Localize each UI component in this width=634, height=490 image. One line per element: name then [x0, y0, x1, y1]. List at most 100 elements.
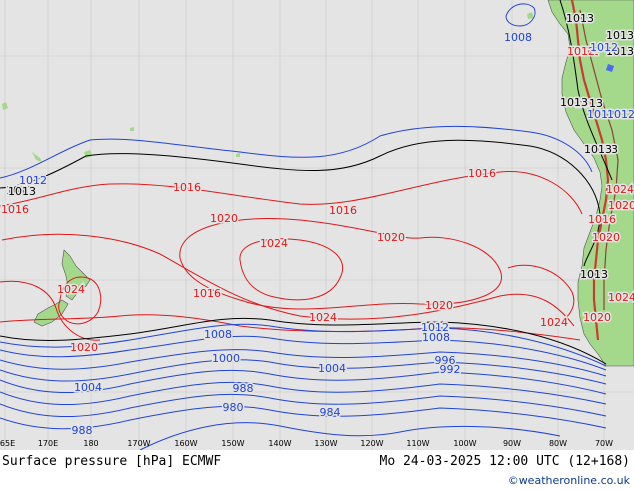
- isobar-label: 1020: [70, 341, 98, 354]
- valid-time: Mo 24-03-2025 12:00 UTC (12+168): [379, 454, 630, 469]
- credit-link[interactable]: ©weatheronline.co.uk: [507, 474, 630, 487]
- longitude-tick-label: 110W: [406, 439, 429, 448]
- isobar-label: 1020: [425, 299, 453, 312]
- isobar-label: 992: [440, 363, 461, 376]
- isobar-label: 1020: [592, 231, 620, 244]
- isobar-1024-ring: [239, 238, 343, 301]
- map-title: Surface pressure [hPa] ECMWF: [2, 454, 222, 469]
- longitude-tick-label: 70W: [595, 439, 613, 448]
- isobar-1012-south: [0, 323, 607, 367]
- small-island-b: [130, 127, 134, 131]
- isobar-label: 984: [320, 406, 341, 419]
- isobar-1020-ring: [1, 233, 575, 327]
- isobar-label: 1013: [575, 97, 603, 110]
- pressure-map: 1008 1013 1013 1012 1013 1012 1013 1012 1013 1012…: [0, 0, 634, 450]
- map-footer: Surface pressure [hPa] ECMWF Mo 24-03-20…: [0, 450, 634, 490]
- isobar-1013-north: [0, 139, 601, 267]
- isobar-1008-nw: [505, 3, 536, 27]
- isobar-1000: [0, 359, 607, 385]
- isobar-label: 1020: [377, 231, 405, 244]
- isobar-988: [0, 393, 607, 417]
- isobar-label: 988: [233, 382, 254, 395]
- isobar-label: 1013: [606, 45, 634, 58]
- south-america-landmass: [547, 0, 634, 367]
- andes-relief: [570, 0, 610, 341]
- isobar-label: 1012: [590, 41, 618, 54]
- isobar-992: [0, 381, 607, 405]
- isobar-label: 1012: [607, 108, 634, 121]
- isobar-1012-north: [0, 125, 593, 179]
- isobar-label: 988: [72, 424, 93, 437]
- longitude-tick-label: 130W: [314, 439, 337, 448]
- isobar-label: 1024: [260, 237, 288, 250]
- isobar-label: 1012: [421, 321, 449, 334]
- isobar-label: 1013: [8, 185, 36, 198]
- isobar-label: 1016: [193, 287, 221, 300]
- isobar-1016-south: [0, 314, 581, 341]
- isobar-1024-nz: [58, 276, 102, 325]
- isobar-1008: [0, 335, 607, 371]
- isobar-label: 1013: [584, 143, 612, 156]
- isobar-label: 1013: [566, 12, 594, 25]
- isobar-label: 1024: [606, 183, 634, 196]
- longitude-tick-label: 170E: [38, 439, 58, 448]
- isobar-label: 1004: [74, 381, 102, 394]
- isobar-label: 1004: [318, 362, 346, 375]
- ocean-background: [0, 0, 634, 450]
- longitude-tick-label: 90W: [503, 439, 521, 448]
- longitude-tick-label: 120W: [360, 439, 383, 448]
- isobar-label: 1020: [583, 311, 611, 324]
- longitude-labels: 165E 170E 180 170W 160W 150W 140W 130W 120W 110W 1…: [0, 439, 613, 448]
- isobar-label: 1016: [1, 203, 29, 216]
- longitude-tick-label: 140W: [268, 439, 291, 448]
- longitude-tick-label: 180: [83, 439, 98, 448]
- small-island-c: [236, 153, 240, 157]
- small-island-a: [2, 102, 8, 110]
- isobar-label: 1016: [173, 181, 201, 194]
- isobar-label: 1024: [309, 311, 337, 324]
- longitude-tick-label: 80W: [549, 439, 567, 448]
- isobar-label: 1024: [57, 283, 85, 296]
- isobar-label: 1020: [210, 212, 238, 225]
- isobar-label: 1012: [19, 174, 47, 187]
- isobar-label: 980: [223, 401, 244, 414]
- isobar-label: 1013: [560, 96, 588, 109]
- new-zealand-north-island: [61, 249, 91, 301]
- isobars: [0, 0, 613, 450]
- isobar-label: 1012: [587, 108, 615, 121]
- lake-titicaca: [606, 64, 614, 72]
- isobar-label: 1012: [567, 45, 595, 58]
- isobar-label: 1016: [329, 204, 357, 217]
- isobar-label: 1000: [212, 352, 240, 365]
- longitude-tick-label: 160W: [174, 439, 197, 448]
- longitude-tick-label: 170W: [127, 439, 150, 448]
- isobar-1013-south: [0, 317, 607, 365]
- isobar-label: 1013: [590, 143, 618, 156]
- isobar-label: 1012: [571, 45, 599, 58]
- graticule: [0, 0, 634, 450]
- isobar-label: 1008: [422, 331, 450, 344]
- isobar-label: 1024: [608, 291, 634, 304]
- isobar-980: [139, 422, 561, 450]
- isobar-label: 1008: [504, 31, 532, 44]
- isobar-1020-inner: [179, 218, 503, 310]
- isobar-1024-east: [507, 264, 575, 323]
- landmasses: [2, 0, 634, 367]
- longitude-tick-label: 150W: [221, 439, 244, 448]
- isobar-label: 1008: [204, 328, 232, 341]
- isobar-996: [0, 369, 607, 395]
- isobar-label: 1013: [580, 268, 608, 281]
- galapagos-islands: [527, 12, 534, 19]
- isobar-1020-south: [0, 280, 101, 341]
- isobar-1016-north: [0, 171, 583, 215]
- isobar-label: 1020: [608, 199, 634, 212]
- isobar-label: 1013: [606, 29, 634, 42]
- andes-relief-2: [579, 9, 619, 310]
- isobar-1013-coast: [559, 0, 613, 181]
- longitude-tick-label: 165E: [0, 439, 15, 448]
- longitude-tick-label: 100W: [453, 439, 476, 448]
- new-caledonia: [32, 152, 42, 162]
- isobar-label: 1013: [421, 322, 449, 335]
- isobar-1004: [0, 349, 607, 377]
